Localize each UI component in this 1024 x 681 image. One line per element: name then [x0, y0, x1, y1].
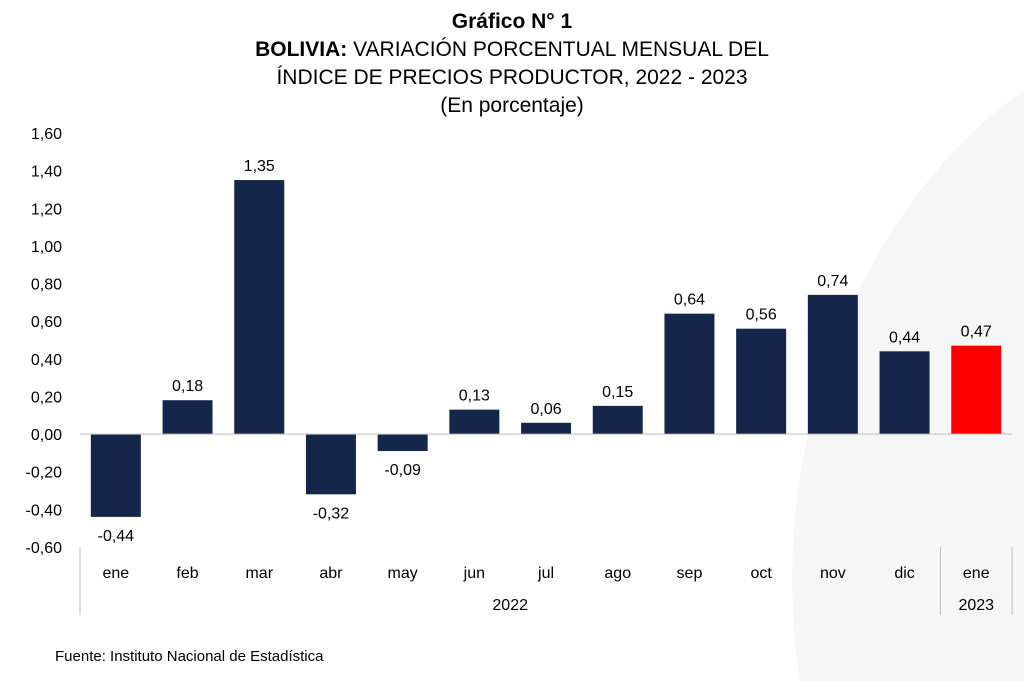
bar-feb-1: [162, 400, 213, 435]
x-tick-label: mar: [245, 565, 273, 582]
chart-subtitle-line2: ÍNDICE DE PRECIOS PRODUCTOR, 2022 - 2023: [276, 66, 748, 89]
x-tick-label: sep: [677, 565, 703, 582]
data-label: 1,35: [244, 158, 275, 175]
data-label: 0,06: [530, 401, 561, 418]
data-label: 0,56: [746, 307, 777, 324]
data-label: 0,47: [961, 324, 992, 341]
x-tick-label: oct: [750, 565, 772, 582]
data-label: 0,64: [674, 292, 705, 309]
x-tick-label: jul: [537, 565, 554, 582]
data-label: -0,09: [384, 462, 421, 479]
x-tick-label: jun: [463, 565, 485, 582]
bar-jul-6: [521, 422, 572, 435]
x-tick-label: nov: [820, 565, 846, 582]
x-tick-label: feb: [176, 565, 198, 582]
y-tick-label: 0,00: [31, 427, 62, 444]
source-note: Fuente: Instituto Nacional de Estadístic…: [55, 648, 324, 665]
x-tick-label: abr: [319, 565, 343, 582]
chart-title: Gráfico N° 1: [451, 10, 573, 33]
y-tick-label: 0,60: [31, 314, 62, 331]
bar-ago-7: [592, 405, 643, 435]
chart-subtitle-text: VARIACIÓN PORCENTUAL MENSUAL DEL: [347, 38, 769, 61]
x-tick-label: ago: [604, 565, 631, 582]
y-tick-label: -0,40: [26, 502, 63, 519]
y-tick-label: 0,40: [31, 352, 62, 369]
bar-jun-5: [449, 409, 500, 435]
y-tick-label: 1,00: [31, 239, 62, 256]
data-label: 0,13: [459, 388, 490, 405]
bar-nov-10: [807, 294, 858, 435]
bar-may-4: [377, 434, 428, 452]
data-label: -0,44: [98, 528, 135, 545]
bar-dic-11: [879, 351, 930, 435]
y-tick-label: 1,40: [31, 164, 62, 181]
chart-title-block: Gráfico N° 1 BOLIVIA: VARIACIÓN PORCENTU…: [0, 8, 1024, 120]
bar-mar-2: [234, 180, 285, 435]
chart-subtitle-line1: BOLIVIA: VARIACIÓN PORCENTUAL MENSUAL DE…: [0, 36, 1024, 64]
x-group-label: 2023: [958, 597, 994, 614]
x-tick-label: ene: [102, 565, 129, 582]
bar-ene-12: [951, 345, 1002, 435]
x-tick-label: dic: [894, 565, 914, 582]
x-group-label: 2022: [492, 597, 528, 614]
data-label: 0,18: [172, 378, 203, 395]
y-tick-label: -0,60: [26, 540, 63, 557]
y-tick-label: 0,20: [31, 389, 62, 406]
data-label: 0,44: [889, 329, 920, 346]
data-label: 0,74: [817, 273, 848, 290]
bar-oct-9: [736, 328, 787, 435]
y-tick-label: 1,20: [31, 201, 62, 218]
bar-sep-8: [664, 313, 715, 435]
x-tick-label: ene: [963, 565, 990, 582]
y-tick-label: 0,80: [31, 277, 62, 294]
y-tick-label: -0,20: [26, 465, 63, 482]
chart-unit-label: (En porcentaje): [440, 94, 584, 117]
data-label: 0,15: [602, 384, 633, 401]
data-label: -0,32: [313, 505, 350, 522]
chart-subtitle-country: BOLIVIA:: [255, 38, 348, 61]
y-tick-label: 1,60: [31, 126, 62, 143]
bar-ene-0: [90, 434, 141, 517]
bar-abr-3: [305, 434, 356, 495]
x-tick-label: may: [388, 565, 418, 582]
